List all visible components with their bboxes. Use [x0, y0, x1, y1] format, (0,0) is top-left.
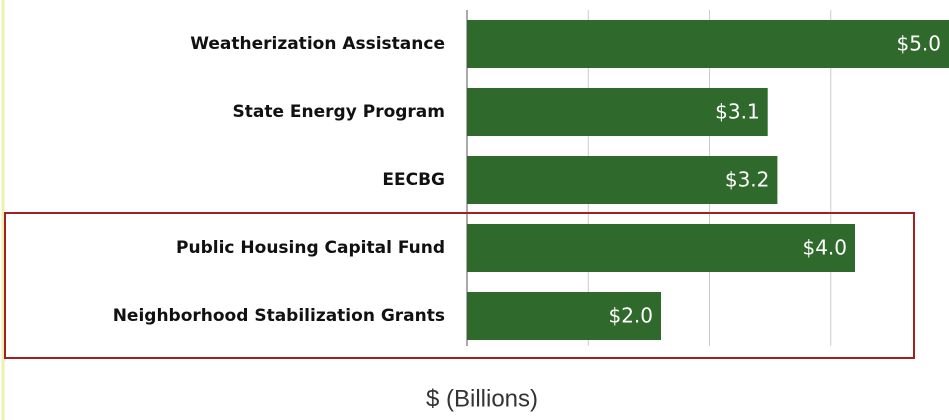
highlight-box — [4, 212, 915, 359]
value-label: $5.0 — [896, 32, 941, 56]
value-label: $2.0 — [608, 304, 653, 328]
value-label: $4.0 — [802, 236, 847, 260]
value-label: $3.1 — [715, 100, 760, 124]
y-tick-label: Neighborhood Stabilization Grants — [113, 306, 445, 326]
y-tick-label: Weatherization Assistance — [190, 34, 445, 54]
bar — [467, 224, 855, 272]
bar — [467, 292, 661, 340]
y-tick-label: State Energy Program — [233, 102, 445, 122]
x-axis-label: $ (Billions) — [426, 385, 538, 412]
y-tick-label: Public Housing Capital Fund — [176, 238, 445, 258]
bar — [467, 156, 778, 204]
bar — [467, 20, 949, 68]
bar — [467, 88, 768, 136]
y-tick-label: EECBG — [382, 170, 445, 190]
value-label: $3.2 — [725, 168, 770, 192]
